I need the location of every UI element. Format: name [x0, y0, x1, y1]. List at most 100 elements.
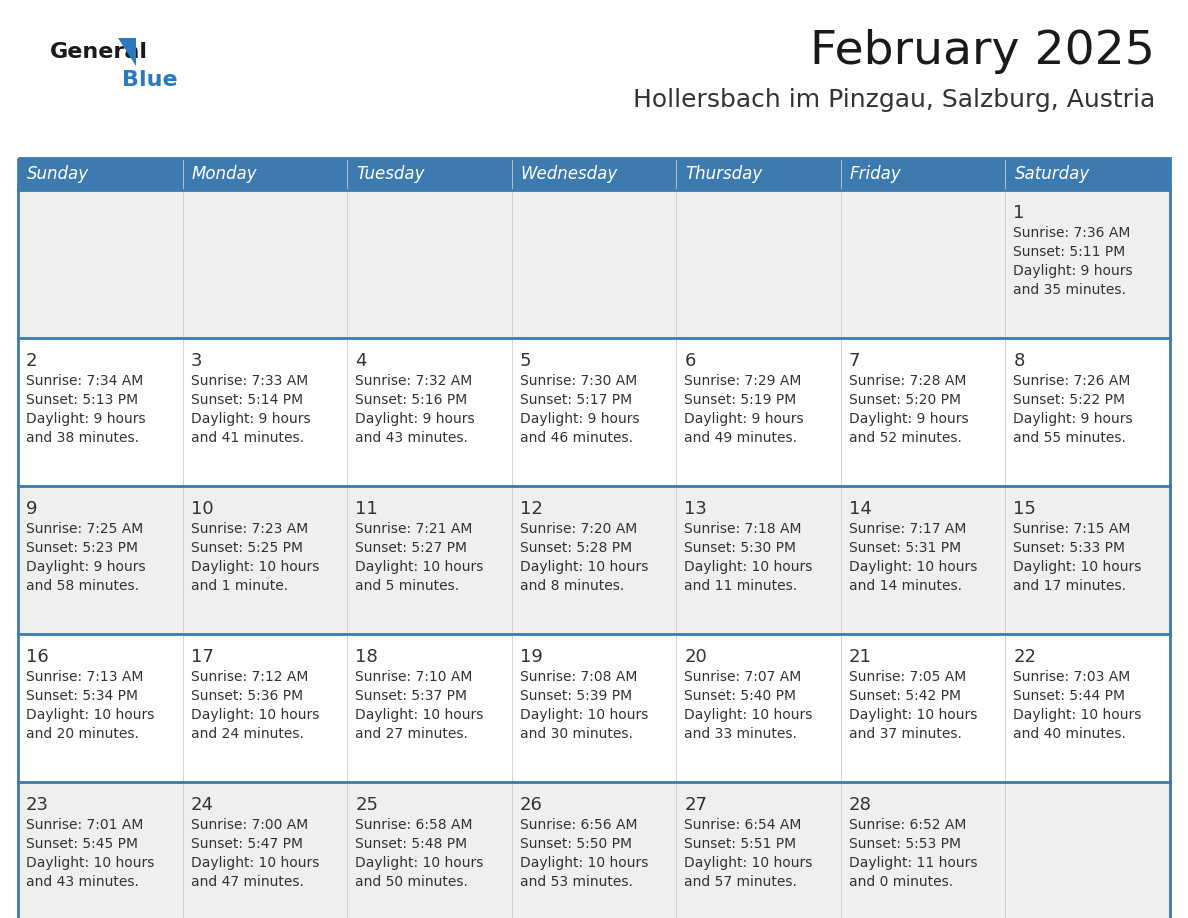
Text: Sunset: 5:22 PM: Sunset: 5:22 PM: [1013, 393, 1125, 407]
Text: 18: 18: [355, 648, 378, 666]
Bar: [18, 158, 1170, 918]
Text: 1: 1: [1013, 204, 1025, 222]
Text: Sunrise: 7:03 AM: Sunrise: 7:03 AM: [1013, 670, 1131, 684]
Text: Sunset: 5:36 PM: Sunset: 5:36 PM: [190, 689, 303, 703]
Text: 9: 9: [26, 500, 38, 518]
Text: 24: 24: [190, 796, 214, 814]
Text: and 40 minutes.: and 40 minutes.: [1013, 727, 1126, 741]
Text: Daylight: 10 hours: Daylight: 10 hours: [355, 560, 484, 574]
Text: Sunset: 5:16 PM: Sunset: 5:16 PM: [355, 393, 467, 407]
Text: Daylight: 9 hours: Daylight: 9 hours: [1013, 264, 1133, 278]
Text: and 58 minutes.: and 58 minutes.: [26, 579, 139, 593]
Text: and 38 minutes.: and 38 minutes.: [26, 431, 139, 445]
Text: Sunset: 5:20 PM: Sunset: 5:20 PM: [849, 393, 961, 407]
Text: Daylight: 10 hours: Daylight: 10 hours: [1013, 708, 1142, 722]
Text: Friday: Friday: [849, 165, 902, 183]
Text: 22: 22: [1013, 648, 1036, 666]
Text: 15: 15: [1013, 500, 1036, 518]
Text: and 50 minutes.: and 50 minutes.: [355, 875, 468, 889]
Bar: [18, 782, 1170, 918]
Text: and 57 minutes.: and 57 minutes.: [684, 875, 797, 889]
Text: and 49 minutes.: and 49 minutes.: [684, 431, 797, 445]
Text: Sunset: 5:34 PM: Sunset: 5:34 PM: [26, 689, 138, 703]
Text: Sunset: 5:40 PM: Sunset: 5:40 PM: [684, 689, 796, 703]
Text: Thursday: Thursday: [685, 165, 763, 183]
Text: Sunrise: 6:56 AM: Sunrise: 6:56 AM: [519, 818, 637, 832]
Text: Sunrise: 7:01 AM: Sunrise: 7:01 AM: [26, 818, 144, 832]
Text: Daylight: 10 hours: Daylight: 10 hours: [190, 856, 318, 870]
Text: Sunrise: 6:52 AM: Sunrise: 6:52 AM: [849, 818, 966, 832]
Text: Sunset: 5:28 PM: Sunset: 5:28 PM: [519, 541, 632, 555]
Text: 19: 19: [519, 648, 543, 666]
Text: Sunrise: 7:10 AM: Sunrise: 7:10 AM: [355, 670, 473, 684]
Text: and 46 minutes.: and 46 minutes.: [519, 431, 633, 445]
Text: 10: 10: [190, 500, 213, 518]
Text: Sunset: 5:47 PM: Sunset: 5:47 PM: [190, 837, 303, 851]
Text: Monday: Monday: [191, 165, 257, 183]
Text: Sunset: 5:14 PM: Sunset: 5:14 PM: [190, 393, 303, 407]
Text: Sunset: 5:17 PM: Sunset: 5:17 PM: [519, 393, 632, 407]
Text: and 30 minutes.: and 30 minutes.: [519, 727, 632, 741]
Text: Sunset: 5:27 PM: Sunset: 5:27 PM: [355, 541, 467, 555]
Text: General: General: [50, 42, 148, 62]
Text: Sunrise: 7:08 AM: Sunrise: 7:08 AM: [519, 670, 637, 684]
Text: Sunrise: 6:58 AM: Sunrise: 6:58 AM: [355, 818, 473, 832]
Text: and 24 minutes.: and 24 minutes.: [190, 727, 303, 741]
Text: Sunrise: 7:23 AM: Sunrise: 7:23 AM: [190, 522, 308, 536]
Text: Daylight: 9 hours: Daylight: 9 hours: [1013, 412, 1133, 426]
Text: 11: 11: [355, 500, 378, 518]
Text: Wednesday: Wednesday: [520, 165, 618, 183]
Bar: [18, 634, 1170, 782]
Text: 27: 27: [684, 796, 707, 814]
Text: Sunset: 5:25 PM: Sunset: 5:25 PM: [190, 541, 303, 555]
Text: Daylight: 10 hours: Daylight: 10 hours: [519, 560, 649, 574]
Text: 14: 14: [849, 500, 872, 518]
Text: and 17 minutes.: and 17 minutes.: [1013, 579, 1126, 593]
Bar: [18, 158, 1170, 190]
Text: 12: 12: [519, 500, 543, 518]
Text: Sunrise: 7:17 AM: Sunrise: 7:17 AM: [849, 522, 966, 536]
Text: Sunrise: 7:25 AM: Sunrise: 7:25 AM: [26, 522, 144, 536]
Text: and 43 minutes.: and 43 minutes.: [26, 875, 139, 889]
Text: Sunset: 5:30 PM: Sunset: 5:30 PM: [684, 541, 796, 555]
Text: and 35 minutes.: and 35 minutes.: [1013, 283, 1126, 297]
Text: 23: 23: [26, 796, 49, 814]
Text: Daylight: 9 hours: Daylight: 9 hours: [519, 412, 639, 426]
Text: Sunset: 5:44 PM: Sunset: 5:44 PM: [1013, 689, 1125, 703]
Text: Sunrise: 6:54 AM: Sunrise: 6:54 AM: [684, 818, 802, 832]
Text: and 5 minutes.: and 5 minutes.: [355, 579, 460, 593]
Text: Sunrise: 7:15 AM: Sunrise: 7:15 AM: [1013, 522, 1131, 536]
Text: Sunset: 5:13 PM: Sunset: 5:13 PM: [26, 393, 138, 407]
Text: Sunset: 5:19 PM: Sunset: 5:19 PM: [684, 393, 796, 407]
Text: Daylight: 9 hours: Daylight: 9 hours: [355, 412, 475, 426]
Text: and 14 minutes.: and 14 minutes.: [849, 579, 962, 593]
Text: Sunrise: 7:21 AM: Sunrise: 7:21 AM: [355, 522, 473, 536]
Text: 7: 7: [849, 352, 860, 370]
Polygon shape: [118, 38, 135, 66]
Bar: [18, 338, 1170, 486]
Text: and 27 minutes.: and 27 minutes.: [355, 727, 468, 741]
Text: 6: 6: [684, 352, 696, 370]
Text: Sunrise: 7:33 AM: Sunrise: 7:33 AM: [190, 374, 308, 388]
Text: Hollersbach im Pinzgau, Salzburg, Austria: Hollersbach im Pinzgau, Salzburg, Austri…: [633, 88, 1155, 112]
Text: Sunset: 5:39 PM: Sunset: 5:39 PM: [519, 689, 632, 703]
Text: and 52 minutes.: and 52 minutes.: [849, 431, 962, 445]
Text: Sunrise: 7:26 AM: Sunrise: 7:26 AM: [1013, 374, 1131, 388]
Text: Daylight: 10 hours: Daylight: 10 hours: [26, 708, 154, 722]
Text: Daylight: 10 hours: Daylight: 10 hours: [355, 856, 484, 870]
Text: 17: 17: [190, 648, 214, 666]
Text: Daylight: 10 hours: Daylight: 10 hours: [190, 560, 318, 574]
Text: Daylight: 9 hours: Daylight: 9 hours: [849, 412, 968, 426]
Text: Sunday: Sunday: [27, 165, 89, 183]
Text: and 53 minutes.: and 53 minutes.: [519, 875, 632, 889]
Text: February 2025: February 2025: [810, 29, 1155, 74]
Text: 21: 21: [849, 648, 872, 666]
Text: and 20 minutes.: and 20 minutes.: [26, 727, 139, 741]
Text: Blue: Blue: [122, 70, 178, 90]
Text: Sunset: 5:48 PM: Sunset: 5:48 PM: [355, 837, 467, 851]
Text: and 33 minutes.: and 33 minutes.: [684, 727, 797, 741]
Text: and 43 minutes.: and 43 minutes.: [355, 431, 468, 445]
Text: Daylight: 9 hours: Daylight: 9 hours: [684, 412, 804, 426]
Text: Daylight: 10 hours: Daylight: 10 hours: [684, 856, 813, 870]
Text: and 37 minutes.: and 37 minutes.: [849, 727, 962, 741]
